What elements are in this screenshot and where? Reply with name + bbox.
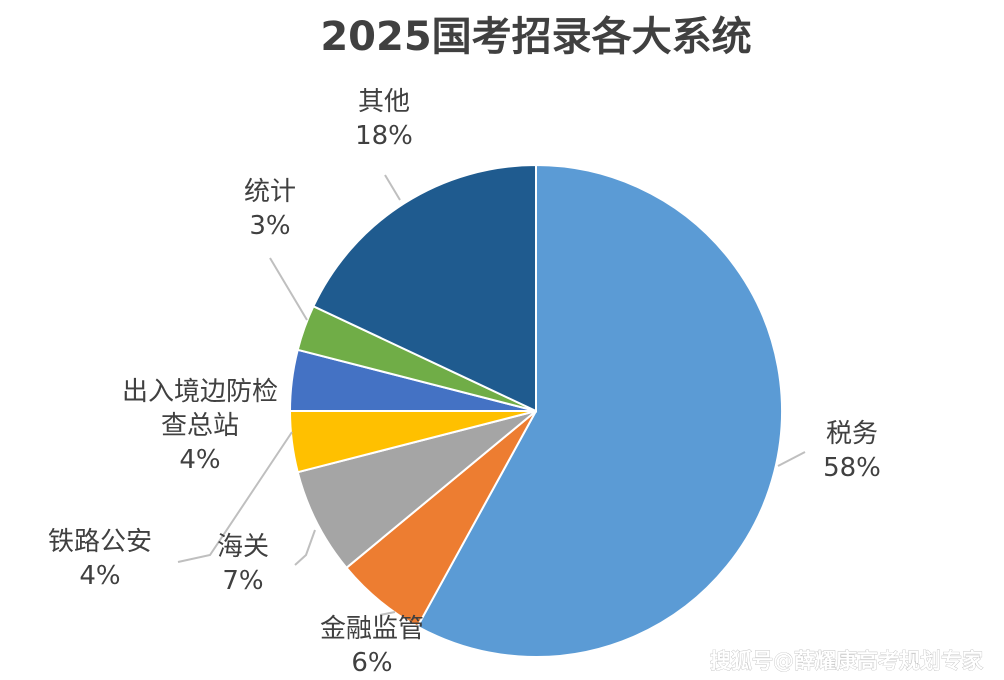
slice-3: [296, 410, 537, 570]
slice-2-percent-label: 6%: [351, 648, 392, 678]
slice-7: [312, 163, 537, 413]
slice-1: [416, 163, 783, 658]
slice-4-label: 铁路公安: [48, 527, 152, 557]
slice-3-percent-label: 7%: [222, 566, 263, 596]
slice-2-leader-line: [379, 611, 396, 616]
leader-lines: [177, 174, 806, 616]
slice-6-label: 统计: [244, 177, 296, 207]
slice-7-label: 其他: [358, 87, 410, 117]
slice-2-label: 金融监管: [320, 614, 424, 644]
pie-slices: [288, 163, 783, 658]
slice-3-label: 海关: [217, 532, 269, 562]
slice-7-leader-line: [384, 174, 401, 201]
watermark: 搜狐号@薛耀康高考规划专家: [710, 649, 984, 673]
slice-5-label: 出入境边防检: [122, 377, 278, 407]
slice-1-label: 税务: [826, 419, 878, 449]
slice-1-leader-line: [777, 451, 806, 467]
slice-6-leader-line: [269, 257, 308, 321]
slice-4-percent-label: 4%: [79, 561, 120, 591]
slice-1-percent-label: 58%: [823, 453, 881, 483]
slice-6-percent-label: 3%: [249, 211, 290, 241]
slice-5-percent-label: 4%: [179, 445, 220, 475]
slice-4-leader-line: [177, 431, 293, 563]
slice-3-leader-line: [294, 529, 316, 566]
slice-7-percent-label: 18%: [355, 121, 413, 151]
chart-title: 2025国考招录各大系统: [320, 14, 751, 60]
slice-5-label: 查总站: [161, 411, 239, 441]
